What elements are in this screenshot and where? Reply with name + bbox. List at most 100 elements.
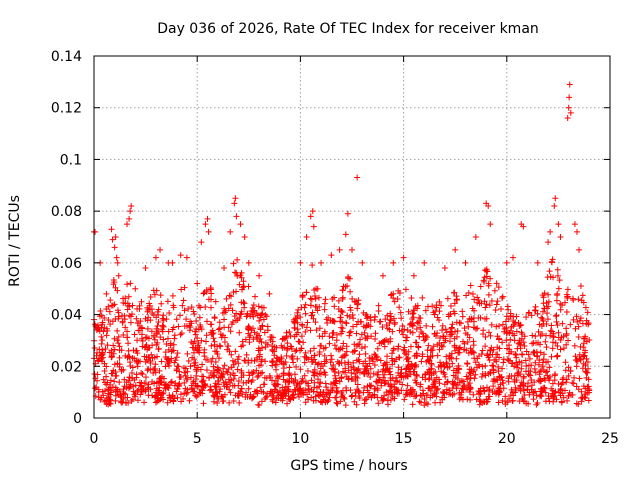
data-point — [412, 339, 419, 346]
data-point — [346, 329, 353, 336]
data-point — [159, 315, 166, 322]
data-point — [436, 308, 443, 315]
data-point — [129, 364, 136, 371]
data-point — [109, 384, 116, 391]
data-point — [338, 359, 345, 366]
data-point — [523, 348, 530, 355]
data-point — [157, 246, 164, 253]
data-point — [391, 298, 398, 305]
data-point — [317, 380, 324, 387]
data-point — [192, 392, 199, 399]
data-point — [453, 355, 460, 362]
data-point — [318, 342, 325, 349]
data-point — [482, 362, 489, 369]
data-point — [387, 317, 394, 324]
data-point — [375, 400, 382, 407]
data-point — [446, 338, 453, 345]
data-point — [259, 369, 266, 376]
data-point — [248, 378, 255, 385]
data-point — [315, 294, 322, 301]
data-point — [475, 361, 482, 368]
data-point — [326, 333, 333, 340]
data-point — [228, 377, 235, 384]
data-point — [372, 330, 379, 337]
data-point — [150, 287, 157, 294]
data-point — [422, 336, 429, 343]
data-point — [169, 292, 176, 299]
data-point — [546, 364, 553, 371]
data-point — [303, 289, 310, 296]
data-point — [269, 362, 276, 369]
data-point — [532, 307, 539, 314]
data-point — [394, 389, 401, 396]
data-point — [431, 330, 438, 337]
data-point — [105, 390, 112, 397]
data-point — [565, 364, 572, 371]
data-point — [226, 292, 233, 299]
data-point — [154, 353, 161, 360]
data-point — [549, 345, 556, 352]
data-point — [310, 345, 317, 352]
data-point — [520, 223, 527, 230]
data-point — [258, 338, 265, 345]
data-point — [180, 395, 187, 402]
data-point — [472, 371, 479, 378]
data-point — [126, 374, 133, 381]
data-point — [295, 306, 302, 313]
data-point — [156, 367, 163, 374]
data-point — [125, 293, 132, 300]
data-point — [247, 332, 254, 339]
data-point — [405, 358, 412, 365]
data-point — [329, 318, 336, 325]
data-point — [578, 388, 585, 395]
data-point — [202, 303, 209, 310]
data-point — [583, 369, 590, 376]
data-point — [375, 307, 382, 314]
data-point — [352, 377, 359, 384]
data-point — [530, 348, 537, 355]
data-point — [230, 397, 237, 404]
data-point — [286, 364, 293, 371]
data-point — [583, 317, 590, 324]
data-point — [242, 394, 249, 401]
data-point — [553, 297, 560, 304]
data-point — [186, 322, 193, 329]
data-point — [335, 369, 342, 376]
data-point — [361, 384, 368, 391]
data-point — [384, 401, 391, 408]
data-point — [158, 300, 165, 307]
data-point — [538, 367, 545, 374]
data-point — [358, 345, 365, 352]
data-point — [438, 368, 445, 375]
data-point — [250, 302, 257, 309]
data-point — [575, 323, 582, 330]
data-point — [584, 359, 591, 366]
data-point — [101, 398, 108, 405]
data-point — [291, 324, 298, 331]
data-point — [166, 362, 173, 369]
data-point — [177, 391, 184, 398]
data-point — [240, 379, 247, 386]
data-point — [340, 340, 347, 347]
data-point — [550, 393, 557, 400]
data-point — [158, 373, 165, 380]
data-point — [307, 295, 314, 302]
data-point — [584, 309, 591, 316]
data-point — [409, 363, 416, 370]
data-point — [502, 398, 509, 405]
data-point — [254, 335, 261, 342]
data-point — [311, 293, 318, 300]
data-point — [449, 385, 456, 392]
data-point — [487, 352, 494, 359]
data-point — [245, 385, 252, 392]
data-point — [106, 308, 113, 315]
data-point — [367, 383, 374, 390]
data-point — [321, 358, 328, 365]
data-point — [98, 351, 105, 358]
data-point — [234, 356, 241, 363]
data-point — [120, 386, 127, 393]
data-point — [274, 374, 281, 381]
data-point — [294, 355, 301, 362]
data-point — [181, 307, 188, 314]
data-point — [234, 366, 241, 373]
